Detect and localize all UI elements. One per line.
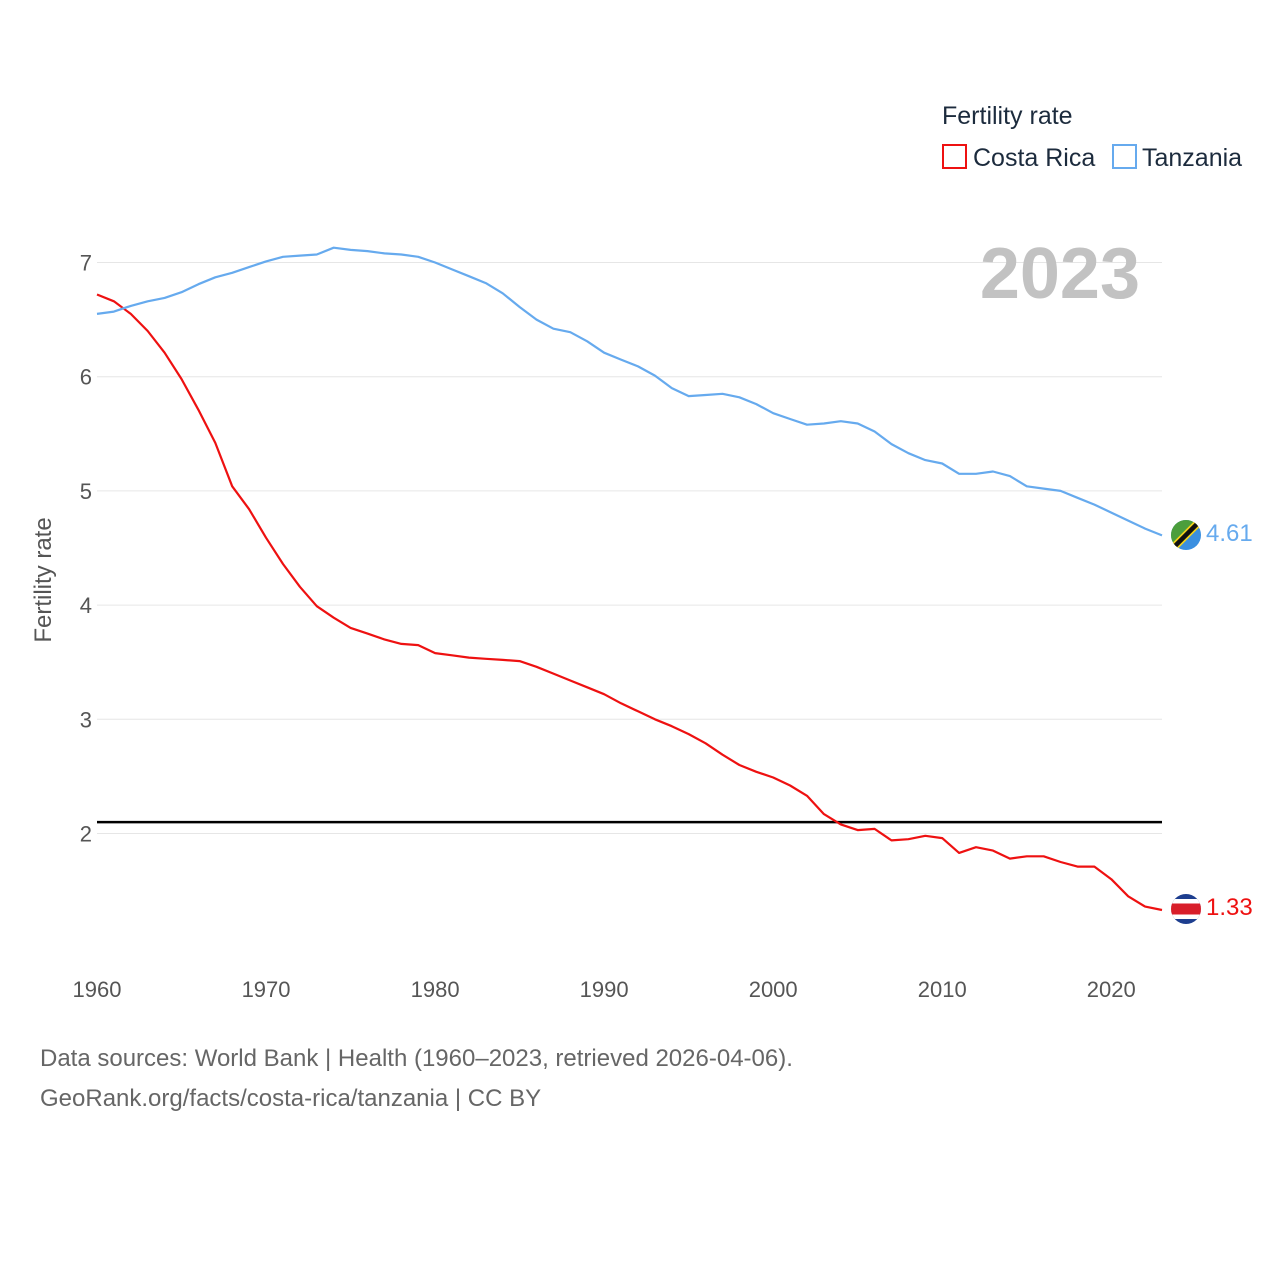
x-tick-label: 2000 [749, 977, 798, 1002]
year-label: 2023 [980, 234, 1140, 314]
series-line-costa-rica[interactable] [96, 293, 1163, 912]
chart: 2 3 4 5 6 7 1960 1970 1980 1990 2000 2010 2020 Fert… [30, 102, 1253, 1002]
legend-label-costa-rica[interactable]: Costa Rica [973, 144, 1095, 172]
x-tick-label: 1970 [242, 977, 291, 1002]
legend-swatch-costa-rica[interactable] [942, 144, 967, 169]
y-tick-label: 3 [80, 707, 92, 732]
x-axis-ticks: 1960 1970 1980 1990 2000 2010 2020 [73, 977, 1136, 1002]
end-label-tanzania: 4.61 [1206, 520, 1253, 547]
costa-rica-flag-icon [1171, 894, 1201, 924]
tanzania-flag-icon [1171, 520, 1201, 550]
series-lines [96, 246, 1163, 912]
series-line-tanzania[interactable] [96, 246, 1163, 537]
x-tick-label: 1980 [411, 977, 460, 1002]
y-tick-label: 2 [80, 822, 92, 847]
credit-link[interactable]: GeoRank.org/facts/costa-rica/tanzania | … [40, 1085, 542, 1112]
legend-label-tanzania[interactable]: Tanzania [1142, 144, 1242, 172]
x-tick-label: 2010 [918, 977, 967, 1002]
y-axis-ticks: 2 3 4 5 6 7 [80, 251, 92, 847]
legend-title: Fertility rate [942, 102, 1073, 130]
end-label-costa-rica: 1.33 [1206, 894, 1253, 921]
legend: Fertility rate Costa Rica Tanzania [942, 102, 1242, 172]
y-tick-label: 4 [80, 593, 92, 618]
y-tick-label: 7 [80, 251, 92, 276]
data-sources-note: Data sources: World Bank | Health (1960–… [40, 1045, 793, 1072]
gridlines [97, 262, 1162, 834]
x-tick-label: 2020 [1087, 977, 1136, 1002]
y-tick-label: 5 [80, 479, 92, 504]
y-axis-label: Fertility rate [30, 517, 57, 642]
x-tick-label: 1960 [73, 977, 122, 1002]
legend-swatch-tanzania[interactable] [1112, 144, 1137, 169]
x-tick-label: 1990 [580, 977, 629, 1002]
y-tick-label: 6 [80, 365, 92, 390]
